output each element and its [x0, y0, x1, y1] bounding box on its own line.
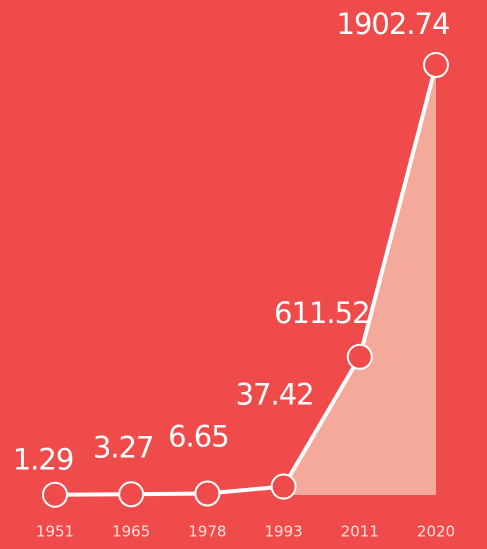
x-tick-label: 1951: [36, 523, 74, 541]
point: [118, 481, 145, 508]
point: [194, 480, 221, 507]
x-tick-label: 1965: [112, 523, 150, 541]
x-tick-label: 2011: [341, 523, 379, 541]
x-tick-label: 1993: [265, 523, 303, 541]
point: [346, 343, 373, 370]
x-tick-label: 1978: [188, 523, 226, 541]
value-label: 6.65: [168, 419, 229, 453]
value-label: 37.42: [236, 378, 314, 412]
value-label: 1.29: [13, 443, 74, 477]
x-tick-label: 2020: [417, 523, 455, 541]
point: [423, 52, 449, 78]
point: [270, 473, 297, 500]
point: [42, 481, 68, 508]
value-label: 1902.74: [337, 7, 450, 41]
area: [283, 65, 436, 495]
value-label: 611.52: [274, 296, 369, 330]
value-label: 3.27: [93, 430, 154, 464]
